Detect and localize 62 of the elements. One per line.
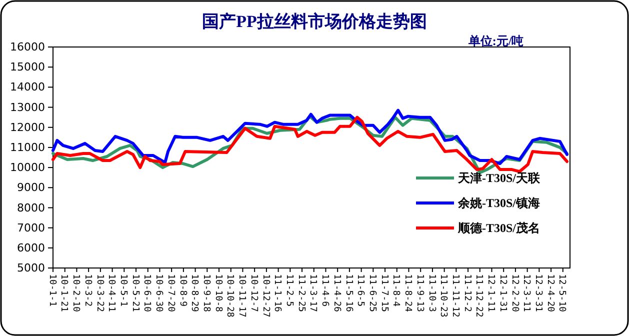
x-tick-label: 12-3-11	[521, 274, 532, 312]
x-tick-label: 11-11-12	[450, 274, 460, 318]
x-tick-label: 10-10-28	[224, 274, 235, 318]
x-tick-label: 11-12-2	[462, 274, 472, 312]
y-tick-label: 14000	[10, 80, 45, 94]
x-tick-label: 10-10-8	[212, 274, 223, 312]
x-tick-label: 10-1-1	[46, 274, 57, 307]
x-tick-label: 10-5-1	[118, 274, 128, 307]
x-tick-label: 11-8-24	[402, 274, 413, 312]
x-tick-label: 11-2-25	[296, 274, 306, 312]
x-tick-label: 11-6-25	[367, 274, 378, 312]
legend-label: 顺德-T30S/茂名	[457, 221, 540, 236]
x-tick-label: 11-7-15	[378, 274, 389, 312]
x-tick-label: 12-1-11	[486, 274, 496, 312]
x-tick-label: 10-6-30	[154, 274, 164, 312]
x-tick-label: 10-3-2	[82, 274, 92, 307]
x-tick-label: 11-10-23	[438, 274, 448, 318]
x-tick-label: 10-12-7	[248, 274, 258, 312]
y-tick-label: 16000	[10, 40, 45, 54]
x-tick-label: 11-5-16	[343, 274, 354, 312]
x-tick-label: 12-5-10	[556, 274, 567, 312]
x-tick-label: 11-2-5	[284, 274, 294, 307]
y-tick-label: 8000	[17, 201, 45, 214]
x-tick-label: 11-9-13	[414, 274, 424, 312]
y-tick-label: 7000	[17, 221, 45, 234]
x-tick-label: 12-2-20	[509, 274, 520, 312]
x-tick-label: 10-11-17	[236, 274, 247, 318]
legend-label: 余姚-T30S/镇海	[457, 196, 540, 210]
y-tick-label: 6000	[17, 241, 45, 254]
y-tick-label: 9000	[17, 181, 45, 194]
x-tick-label: 10-7-20	[165, 274, 176, 312]
x-tick-label: 11-10-3	[426, 274, 436, 312]
legend-label: 天津-T30S/天联	[457, 171, 542, 186]
x-tick-label: 11-12-22	[474, 274, 484, 318]
x-tick-label: 10-8-9	[177, 274, 188, 307]
y-tick-label: 5000	[17, 262, 45, 275]
y-tick-label: 10000	[10, 161, 45, 174]
x-tick-label: 10-12-27	[260, 274, 270, 318]
line-series	[52, 108, 569, 166]
y-tick-label: 12000	[10, 120, 45, 134]
x-tick-label: 12-3-31	[533, 274, 544, 312]
x-tick-label: 10-8-29	[189, 274, 200, 312]
x-tick-label: 10-5-21	[130, 274, 140, 312]
x-tick-label: 10-4-11	[106, 274, 116, 312]
x-tick-label: 10-6-10	[142, 274, 152, 312]
x-tick-label: 11-8-4	[390, 274, 401, 307]
x-tick-label: 11-4-26	[331, 274, 342, 312]
y-tick-label: 11000	[10, 140, 45, 154]
x-tick-label: 10-9-18	[201, 274, 211, 312]
x-tick-label: 11-4-6	[320, 274, 330, 307]
x-tick-label: 11-1-16	[272, 274, 282, 312]
annotation: 单位:元/吨	[467, 34, 524, 48]
x-tick-label: 10-2-10	[70, 274, 81, 312]
x-tick-label: 12-1-31	[497, 274, 508, 312]
y-tick-label: 15000	[10, 60, 45, 74]
x-tick-label: 10-1-21	[58, 274, 69, 312]
x-tick-label: 11-3-17	[308, 274, 318, 312]
y-tick-label: 13000	[10, 100, 45, 114]
x-tick-label: 10-3-22	[94, 274, 104, 312]
x-tick-label: 11-6-5	[355, 274, 366, 307]
x-tick-label: 12-4-20	[544, 274, 555, 312]
chart-title: 国产PP拉丝料市场价格走势图	[202, 12, 427, 31]
